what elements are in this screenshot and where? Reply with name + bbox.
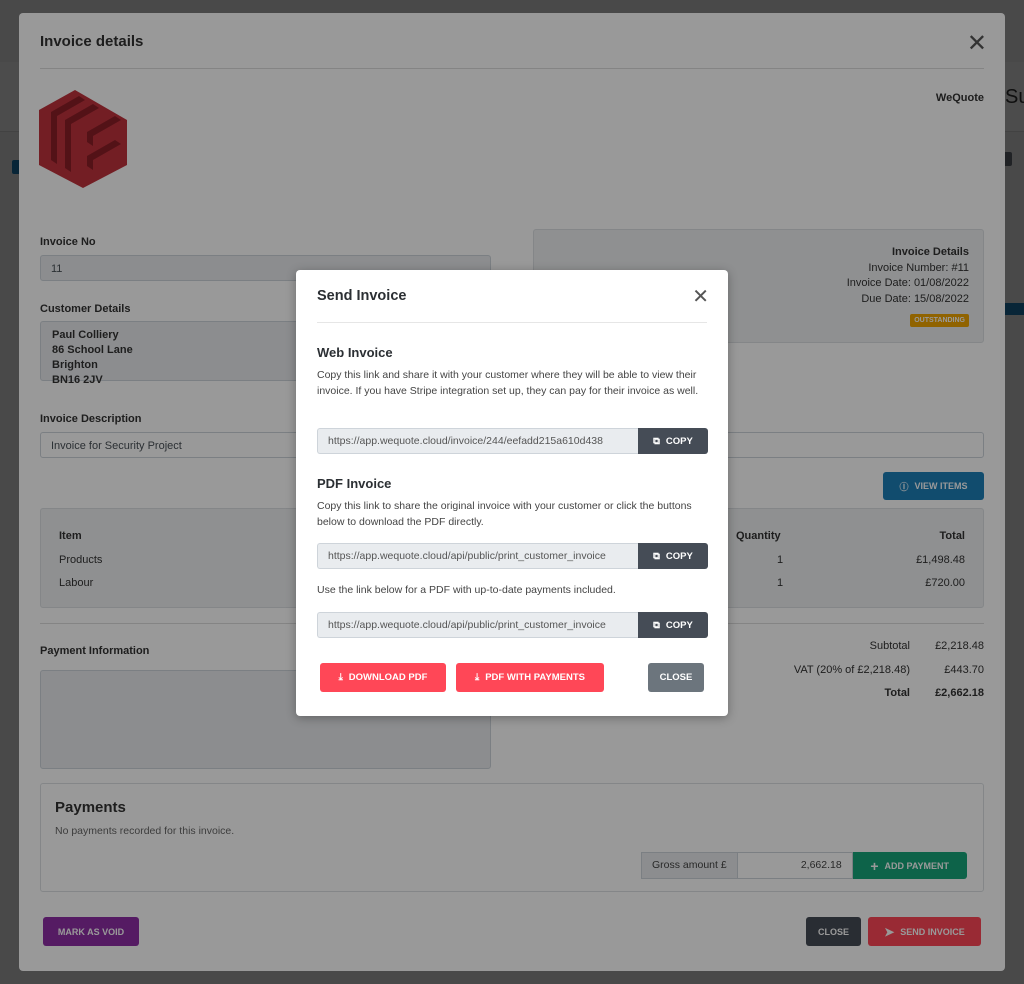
due-date: Due Date: 15/08/2022: [861, 292, 969, 305]
close-icon[interactable]: ✕: [692, 286, 709, 308]
invoice-no-label: Invoice No: [40, 236, 96, 248]
download-pdf-label: DOWNLOAD PDF: [348, 672, 428, 683]
copy-pdf-url-button[interactable]: ⧉ COPY: [638, 543, 708, 569]
download-icon: ⤓: [338, 672, 343, 683]
add-payment-label: ADD PAYMENT: [884, 860, 950, 871]
customer-name: Paul Colliery: [52, 329, 119, 341]
gross-label: Gross amount £: [641, 852, 738, 879]
row-total: £1,498.48: [916, 554, 965, 566]
divider: [317, 322, 707, 323]
row-total: £720.00: [925, 577, 965, 589]
copy-label: COPY: [665, 550, 693, 562]
add-payment-group: Gross amount £ 2,662.18 + ADD PAYMENT: [641, 852, 967, 879]
copy-label: COPY: [665, 435, 693, 447]
copy-icon: ⧉: [653, 435, 660, 447]
description-label: Invoice Description: [40, 413, 142, 425]
mark-as-void-button[interactable]: MARK AS VOID: [43, 917, 139, 946]
divider: [40, 68, 984, 69]
close-button[interactable]: CLOSE: [648, 663, 704, 692]
pdf-url-input[interactable]: [317, 543, 638, 569]
web-invoice-text: Copy this link and share it with your cu…: [317, 369, 699, 397]
row-quantity: 1: [777, 554, 784, 566]
send-invoice-button[interactable]: ➤ SEND INVOICE: [868, 917, 981, 946]
pdf-with-payments-button[interactable]: ⤓ PDF WITH PAYMENTS: [456, 663, 604, 692]
add-payment-button[interactable]: + ADD PAYMENT: [852, 852, 967, 879]
copy-icon: ⧉: [653, 550, 660, 562]
status-badge: OUTSTANDING: [910, 314, 969, 327]
payments-pdf-text: Use the link below for a PDF with up-to-…: [317, 584, 616, 596]
invoice-number: Invoice Number: #11: [868, 261, 969, 274]
web-url-input[interactable]: [317, 428, 638, 454]
row-item: Labour: [59, 577, 94, 589]
plus-icon: +: [870, 857, 879, 874]
send-icon: ➤: [884, 924, 895, 939]
header-total: Total: [939, 530, 965, 542]
close-button[interactable]: CLOSE: [806, 917, 861, 946]
payments-empty: No payments recorded for this invoice.: [55, 825, 235, 837]
download-icon: ⤓: [475, 672, 480, 683]
payments-url-input[interactable]: [317, 612, 638, 638]
pdf-invoice-text: Copy this link to share the original inv…: [317, 500, 692, 528]
copy-payments-url-button[interactable]: ⧉ COPY: [638, 612, 708, 638]
invoice-date: Invoice Date: 01/08/2022: [846, 277, 969, 289]
copy-label: COPY: [665, 619, 693, 631]
header-item: Item: [59, 530, 82, 542]
pdf-invoice-heading: PDF Invoice: [317, 476, 392, 491]
modal-title: Invoice details: [40, 33, 144, 50]
subtotal-value: £2,218.48: [935, 640, 984, 652]
view-items-button[interactable]: ⓘ VIEW ITEMS: [883, 472, 984, 500]
payments-heading: Payments: [55, 799, 126, 816]
web-url-group: ⧉ COPY: [317, 428, 708, 454]
row-item: Products: [59, 554, 103, 566]
payments-url-group: ⧉ COPY: [317, 612, 708, 638]
pdf-url-group: ⧉ COPY: [317, 543, 708, 569]
company-logo: [39, 90, 127, 188]
web-invoice-heading: Web Invoice: [317, 345, 393, 360]
customer-details-label: Customer Details: [40, 303, 131, 315]
close-icon[interactable]: ✕: [966, 30, 987, 57]
download-pdf-button[interactable]: ⤓ DOWNLOAD PDF: [320, 663, 446, 692]
pdf-with-payments-label: PDF WITH PAYMENTS: [485, 672, 585, 683]
send-invoice-label: SEND INVOICE: [900, 926, 965, 937]
vat-value: £443.70: [944, 664, 984, 676]
customer-postcode: BN16 2JV: [52, 374, 103, 386]
vat-label: VAT (20% of £2,218.48): [793, 664, 910, 676]
send-invoice-modal: Send Invoice ✕ Web Invoice Copy this lin…: [296, 270, 728, 716]
view-items-label: VIEW ITEMS: [914, 481, 968, 491]
copy-icon: ⧉: [653, 619, 660, 631]
modal-title: Send Invoice: [317, 288, 407, 304]
total-value: £2,662.18: [935, 687, 984, 699]
payments-panel: Payments No payments recorded for this i…: [40, 783, 984, 892]
subtotal-label: Subtotal: [869, 640, 910, 652]
payment-info-label: Payment Information: [40, 645, 150, 657]
customer-address: 86 School Lane: [52, 344, 133, 356]
company-name: WeQuote: [935, 92, 984, 104]
row-quantity: 1: [777, 577, 784, 589]
customer-city: Brighton: [52, 359, 98, 371]
header-quantity: Quantity: [736, 530, 781, 542]
total-label: Total: [884, 687, 910, 699]
info-icon: ⓘ: [899, 481, 909, 492]
gross-amount-input[interactable]: 2,662.18: [737, 852, 853, 879]
copy-web-url-button[interactable]: ⧉ COPY: [638, 428, 708, 454]
details-heading: Invoice Details: [891, 246, 969, 258]
